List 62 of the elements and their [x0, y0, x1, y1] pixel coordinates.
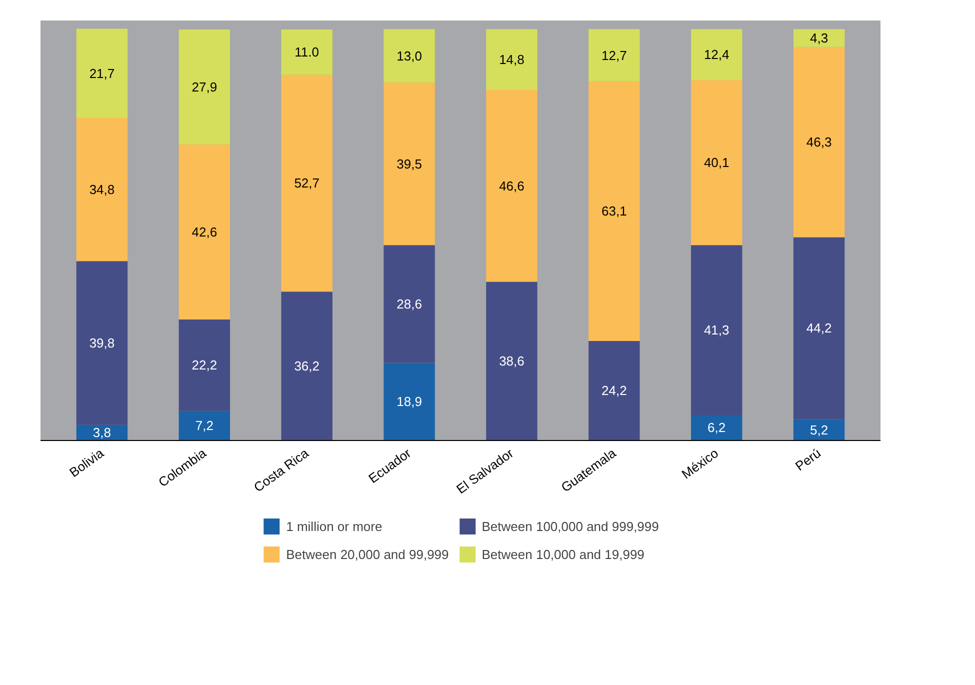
- data-label: 18,9: [396, 394, 422, 410]
- data-label: 27,9: [192, 79, 218, 94]
- data-label: 39,8: [89, 336, 115, 351]
- bar: [281, 292, 332, 440]
- bar: [281, 74, 332, 292]
- data-label: 11.0: [294, 44, 320, 60]
- data-label: 12,7: [602, 48, 627, 63]
- bar: [588, 29, 640, 82]
- bar: [690, 414, 742, 440]
- bar: [384, 362, 435, 440]
- data-label: 38,6: [499, 354, 524, 369]
- bar: [178, 144, 230, 320]
- data-label: 41,3: [704, 322, 730, 338]
- data-label: 12,4: [704, 47, 730, 62]
- data-label: 22,2: [192, 358, 218, 373]
- data-label: 14,8: [499, 52, 524, 68]
- x-tick-label: Perú: [792, 445, 824, 474]
- legend-label: Between 10,000 and 19,999: [482, 546, 644, 562]
- data-label: 40,1: [704, 155, 730, 170]
- data-label: 34,8: [89, 182, 115, 198]
- data-label: 44,2: [806, 320, 832, 336]
- bar: [486, 29, 538, 90]
- legend-label: 1 million or more: [286, 518, 382, 534]
- data-label: 63,1: [602, 204, 627, 219]
- bar: [793, 419, 845, 440]
- legend-label: Between 20,000 and 99,999: [286, 546, 449, 562]
- bar: [793, 29, 845, 47]
- bar: [178, 320, 230, 411]
- data-label: 24,2: [602, 383, 627, 398]
- bar: [690, 80, 742, 246]
- data-label: 21,7: [89, 66, 115, 81]
- bar: [76, 28, 128, 118]
- bar: [588, 340, 640, 440]
- data-label: 36,2: [294, 358, 320, 374]
- data-label: 6,2: [708, 420, 726, 436]
- bar: [793, 237, 845, 420]
- bar: [384, 29, 435, 83]
- data-label: 52,7: [294, 176, 320, 191]
- bar: [281, 30, 332, 75]
- data-label: 7,2: [195, 418, 214, 434]
- legend-label: Between 100,000 and 999,999: [482, 518, 659, 534]
- bar: [384, 82, 435, 246]
- bar: [588, 81, 640, 341]
- bar: [384, 245, 435, 363]
- data-label: 13,0: [396, 48, 422, 64]
- data-label: 39,5: [396, 156, 422, 172]
- data-label: 3,8: [92, 425, 112, 440]
- data-label: 28,6: [396, 296, 422, 312]
- bar: [486, 282, 538, 440]
- bar: [76, 261, 128, 425]
- bar: [178, 410, 230, 440]
- bar: [178, 30, 230, 144]
- bar: [690, 29, 742, 80]
- bar: [76, 118, 128, 262]
- bar: [690, 245, 742, 415]
- data-label: 5,2: [810, 422, 828, 438]
- data-label: 46,3: [806, 134, 832, 150]
- data-label: 42,6: [192, 224, 218, 240]
- data-label: 4,3: [810, 30, 828, 46]
- bar: [793, 46, 845, 238]
- data-label: 46,6: [499, 178, 524, 194]
- bar: [486, 90, 538, 282]
